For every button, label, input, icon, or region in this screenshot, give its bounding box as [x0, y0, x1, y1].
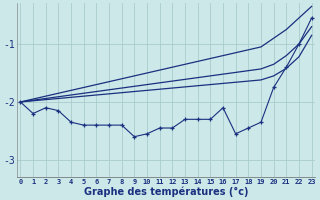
- X-axis label: Graphe des températures (°c): Graphe des températures (°c): [84, 186, 248, 197]
